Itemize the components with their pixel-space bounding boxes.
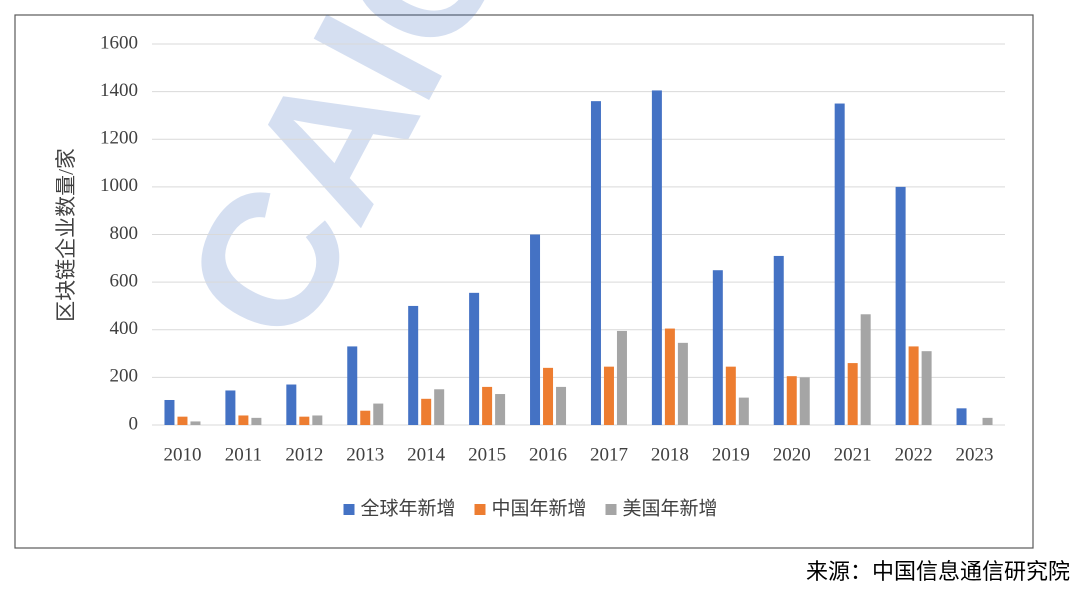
- bar: [360, 410, 371, 425]
- chart-frame: [14, 14, 1034, 549]
- bar: [651, 90, 662, 425]
- x-tick-label: 2013: [346, 444, 384, 465]
- x-tick-label: 2014: [407, 444, 446, 465]
- bar: [895, 186, 906, 425]
- y-tick-label: 400: [110, 318, 139, 339]
- bar: [530, 234, 541, 425]
- bar: [495, 394, 506, 425]
- bar: [299, 416, 310, 425]
- x-tick-label: 2018: [651, 444, 689, 465]
- bar: [251, 417, 262, 425]
- bar: [725, 366, 736, 425]
- legend-label: 全球年新增: [361, 497, 456, 519]
- legend-swatch: [605, 504, 617, 515]
- bar: [469, 292, 480, 425]
- y-tick-label: 1000: [100, 175, 138, 196]
- bar: [434, 389, 445, 425]
- y-tick-label: 600: [110, 270, 139, 291]
- x-tick-label: 2019: [712, 444, 750, 465]
- bar: [482, 386, 493, 425]
- bar: [312, 415, 323, 425]
- bar: [238, 415, 249, 425]
- legend-label: 美国年新增: [623, 497, 718, 519]
- y-tick-label: 1600: [100, 32, 138, 53]
- bar: [164, 399, 175, 425]
- legend-swatch: [474, 504, 486, 515]
- y-tick-label: 200: [110, 366, 139, 387]
- bar: [421, 398, 432, 425]
- bar: [921, 351, 932, 425]
- bar: [603, 366, 614, 425]
- bar: [347, 346, 358, 425]
- bar: [373, 403, 384, 425]
- bar: [408, 305, 419, 425]
- x-tick-label: 2015: [468, 444, 506, 465]
- x-tick-label: 2016: [529, 444, 567, 465]
- y-tick-label: 800: [110, 223, 139, 244]
- bar: [543, 367, 554, 425]
- x-tick-label: 2021: [834, 444, 872, 465]
- bar: [773, 255, 784, 425]
- bar: [590, 101, 601, 426]
- bar: [225, 390, 236, 425]
- bar: [677, 342, 688, 425]
- bar: [190, 421, 201, 425]
- x-tick-label: 2023: [956, 444, 994, 465]
- bar: [556, 386, 567, 425]
- x-tick-label: 2017: [590, 444, 628, 465]
- legend-label: 中国年新增: [492, 497, 587, 519]
- bar: [956, 408, 967, 425]
- bar: [664, 328, 675, 425]
- bar: [616, 330, 627, 425]
- bar: [860, 314, 871, 425]
- bar: [712, 270, 723, 425]
- bar: [847, 363, 858, 425]
- x-tick-label: 2022: [895, 444, 933, 465]
- y-tick-label: 1200: [100, 128, 138, 149]
- bar: [177, 416, 188, 425]
- bar: [799, 377, 810, 425]
- bar: [908, 346, 919, 425]
- x-tick-label: 2012: [285, 444, 323, 465]
- y-tick-label: 0: [129, 413, 139, 434]
- bar: [286, 384, 297, 425]
- bar: [982, 417, 993, 425]
- legend-swatch: [343, 504, 355, 515]
- source: 来源：中国信息通信研究院: [806, 559, 1070, 584]
- bar: [834, 103, 845, 425]
- x-tick-label: 2011: [225, 444, 262, 465]
- bar: [786, 376, 797, 425]
- y-axis-label: 区块链企业数量/家: [54, 148, 78, 322]
- y-tick-label: 1400: [100, 80, 138, 101]
- x-tick-label: 2010: [163, 444, 201, 465]
- x-tick-label: 2020: [773, 444, 811, 465]
- bar: [738, 397, 749, 425]
